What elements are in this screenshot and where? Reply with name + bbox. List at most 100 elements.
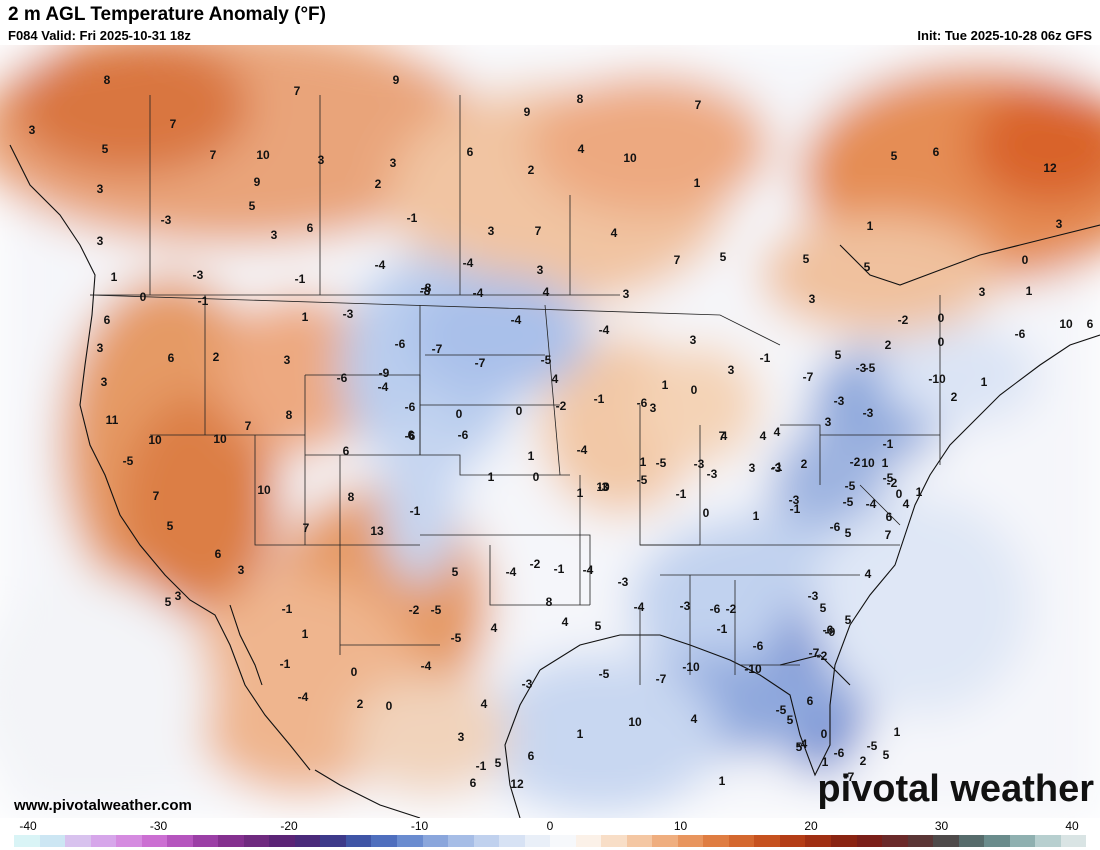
- anomaly-value-label: -7: [475, 356, 486, 370]
- anomaly-value-label: 2: [885, 338, 892, 352]
- anomaly-value-label: 4: [774, 425, 781, 439]
- anomaly-value-label: 3: [749, 461, 756, 475]
- anomaly-value-label: 5: [102, 142, 109, 156]
- valid-time: F084 Valid: Fri 2025-10-31 18z: [8, 28, 191, 43]
- colorbar-swatch: [65, 835, 91, 847]
- colorbar-swatch: [294, 835, 321, 847]
- anomaly-value-label: 4: [491, 621, 498, 635]
- anomaly-value-label: -6: [405, 400, 416, 414]
- anomaly-value-label: 0: [456, 407, 463, 421]
- anomaly-value-label: -3: [694, 457, 705, 471]
- anomaly-value-label: 3: [97, 182, 104, 196]
- anomaly-value-label: -4: [463, 256, 474, 270]
- anomaly-value-label: 4: [481, 697, 488, 711]
- anomaly-value-label: -5: [123, 454, 134, 468]
- anomaly-value-label: -1: [198, 294, 209, 308]
- anomaly-value-label: -5: [451, 631, 462, 645]
- anomaly-value-label: 3: [488, 224, 495, 238]
- anomaly-value-label: 3: [390, 156, 397, 170]
- anomaly-value-label: -2: [726, 602, 737, 616]
- anomaly-value-label: -6: [710, 602, 721, 616]
- anomaly-value-label: -3: [598, 480, 609, 494]
- colorbar-swatch: [677, 835, 704, 847]
- anomaly-value-label: -7: [803, 370, 814, 384]
- anomaly-value-label: -4: [506, 565, 517, 579]
- anomaly-value-label: -3: [834, 394, 845, 408]
- anomaly-value-label: 5: [787, 713, 794, 727]
- anomaly-value-label: 10: [1059, 317, 1073, 331]
- anomaly-value-label: 10: [148, 433, 162, 447]
- anomaly-value-label: 1: [528, 449, 535, 463]
- anomaly-value-label: -1: [295, 272, 306, 286]
- anomaly-value-label: -4: [797, 737, 808, 751]
- map-title: 2 m AGL Temperature Anomaly (°F): [8, 4, 326, 25]
- anomaly-value-label: 1: [577, 486, 584, 500]
- anomaly-value-label: 6: [104, 313, 111, 327]
- anomaly-value-label: -5: [865, 361, 876, 375]
- anomaly-value-label: -3: [707, 467, 718, 481]
- anomaly-value-label: 3: [97, 234, 104, 248]
- colorbar-swatch: [269, 835, 295, 847]
- anomaly-value-label: 11: [106, 413, 119, 427]
- anomaly-value-label: -1: [883, 437, 894, 451]
- anomaly-value-label: -7: [809, 646, 820, 660]
- anomaly-value-label: 0: [386, 699, 393, 713]
- anomaly-value-label: -1: [407, 211, 418, 225]
- anomaly-value-label: 5: [845, 613, 852, 627]
- anomaly-value-label: -5: [883, 471, 894, 485]
- anomaly-value-label: 5: [891, 149, 898, 163]
- anomaly-value-label: -7: [656, 672, 667, 686]
- anomaly-value-label: 8: [104, 73, 111, 87]
- colorbar-swatch: [933, 835, 959, 847]
- anomaly-value-label: -6: [637, 396, 648, 410]
- anomaly-value-label: -3: [343, 307, 354, 321]
- anomaly-value-label: 2: [528, 163, 535, 177]
- website-url[interactable]: www.pivotalweather.com: [14, 797, 192, 814]
- anomaly-value-label: 7: [695, 98, 702, 112]
- colorbar-swatch: [396, 835, 423, 847]
- anomaly-value-label: -1: [410, 504, 421, 518]
- anomaly-value-label: -10: [928, 372, 946, 386]
- anomaly-value-label: -4: [866, 497, 877, 511]
- anomaly-value-label: 1: [753, 509, 760, 523]
- anomaly-value-label: 2: [357, 697, 364, 711]
- anomaly-value-label: -3: [808, 589, 819, 603]
- anomaly-value-label: -6: [753, 639, 764, 653]
- anomaly-value-label: -5: [845, 479, 856, 493]
- anomaly-value-label: 2: [375, 177, 382, 191]
- anomaly-value-label: -10: [744, 662, 762, 676]
- anomaly-value-label: 6: [470, 776, 477, 790]
- colorbar-tick: 30: [934, 819, 949, 833]
- anomaly-value-label: -4: [583, 563, 594, 577]
- anomaly-value-label: -4: [511, 313, 522, 327]
- anomaly-value-label: -10: [682, 660, 700, 674]
- anomaly-value-label: 8: [577, 92, 584, 106]
- anomaly-value-label: -1: [790, 502, 801, 516]
- colorbar-tick: 20: [804, 819, 818, 833]
- anomaly-value-label: 6: [408, 428, 415, 442]
- anomaly-value-label: -7: [432, 342, 443, 356]
- anomaly-value-label: 1: [867, 219, 874, 233]
- anomaly-value-label: 0: [896, 487, 903, 501]
- anomaly-value-label: 4: [691, 712, 698, 726]
- colorbar-swatch: [218, 835, 244, 847]
- anomaly-value-label: -7: [844, 770, 855, 784]
- colorbar-swatch: [448, 835, 474, 847]
- anomaly-value-label: 3: [29, 123, 36, 137]
- anomaly-value-label: -1: [476, 759, 487, 773]
- colorbar-swatch: [39, 835, 66, 847]
- colorbar-swatch: [1060, 835, 1087, 847]
- anomaly-value-label: -4: [634, 600, 645, 614]
- anomaly-value-label: -1: [554, 562, 565, 576]
- anomaly-value-label: -2: [409, 603, 420, 617]
- brand-logo: pivotal weather: [817, 768, 1094, 810]
- anomaly-value-label: 4: [578, 142, 585, 156]
- colorbar: [14, 835, 1087, 847]
- anomaly-value-label: 7: [719, 429, 726, 443]
- anomaly-value-label: 6: [168, 351, 175, 365]
- anomaly-value-label: -6: [337, 371, 348, 385]
- anomaly-value-label: 10: [623, 151, 637, 165]
- anomaly-value-label: 8: [286, 408, 293, 422]
- anomaly-value-label: 1: [719, 774, 726, 788]
